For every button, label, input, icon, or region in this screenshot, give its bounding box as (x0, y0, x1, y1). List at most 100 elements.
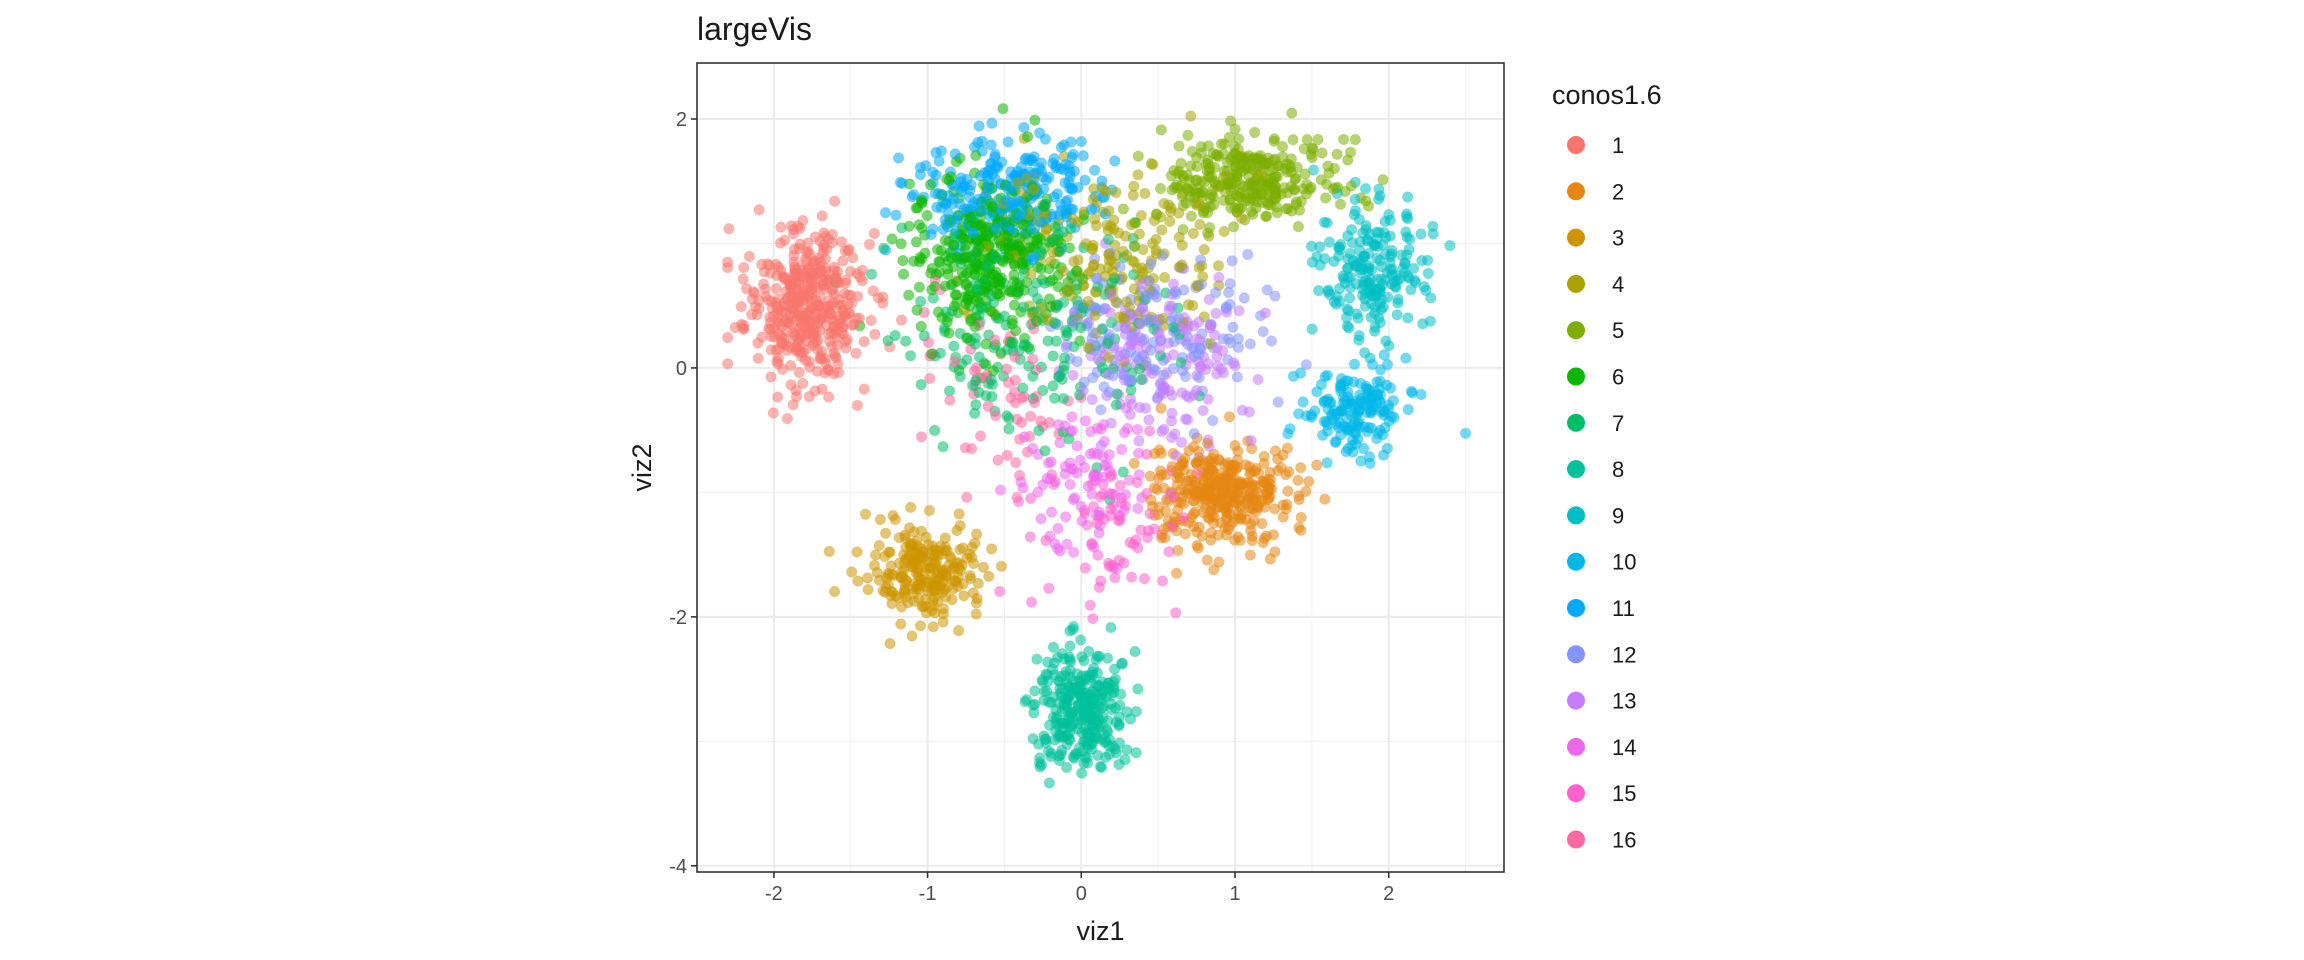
scatter-point-2 (1226, 459, 1238, 471)
scatter-point-2 (1158, 523, 1170, 535)
scatter-point-5 (1205, 189, 1218, 201)
scatter-point-14 (1066, 411, 1078, 423)
scatter-point-2 (1197, 506, 1209, 519)
scatter-point-1 (791, 284, 803, 296)
scatter-point-6 (886, 233, 898, 245)
scatter-point-5 (1272, 160, 1285, 172)
scatter-point-3 (977, 561, 990, 573)
legend-label-3: 3 (1612, 226, 1624, 251)
scatter-point-1 (770, 282, 782, 295)
x-tick-label: 0 (1076, 883, 1087, 905)
legend-label-6: 6 (1612, 365, 1624, 390)
scatter-point-2 (1183, 444, 1195, 457)
scatter-point-9 (1375, 303, 1387, 316)
scatter-point-13 (1124, 408, 1136, 421)
scatter-point-1 (858, 336, 870, 348)
scatter-point-14 (1069, 492, 1081, 504)
scatter-point-14 (1045, 456, 1057, 468)
legend-key-9 (1567, 506, 1585, 525)
scatter-point-1 (738, 261, 750, 274)
scatter-point-6 (960, 298, 972, 310)
scatter-point-6 (1030, 315, 1043, 327)
scatter-point-12 (1269, 290, 1281, 302)
scatter-point-7 (1039, 445, 1051, 457)
scatter-point-12 (1220, 301, 1233, 313)
scatter-point-1 (765, 331, 778, 343)
scatter-point-15 (1143, 425, 1156, 437)
scatter-point-9 (1345, 224, 1358, 236)
scatter-point-10 (1402, 403, 1414, 416)
scatter-point-9 (1386, 263, 1399, 275)
scatter-point-16 (922, 336, 935, 349)
scatter-point-6 (939, 280, 951, 292)
scatter-point-15 (1148, 523, 1160, 535)
scatter-point-10 (1361, 425, 1373, 438)
scatter-point-4 (1072, 254, 1084, 266)
scatter-point-10 (1316, 429, 1329, 441)
scatter-point-3 (953, 557, 966, 569)
scatter-point-6 (969, 263, 982, 275)
scatter-point-16 (1001, 449, 1014, 462)
scatter-point-13 (1135, 317, 1147, 329)
scatter-point-6 (980, 338, 992, 350)
scatter-point-11 (1011, 195, 1023, 208)
scatter-point-16 (966, 443, 978, 455)
scatter-point-8 (1060, 666, 1072, 678)
scatter-point-2 (1176, 455, 1189, 468)
scatter-point-14 (1064, 478, 1076, 491)
scatter-point-1 (820, 358, 832, 370)
scatter-point-9 (1330, 298, 1343, 310)
scatter-point-14 (1118, 426, 1131, 439)
scatter-point-3 (983, 570, 995, 582)
scatter-point-9 (1359, 347, 1371, 359)
points-layer (722, 103, 1472, 789)
scatter-point-1 (826, 228, 839, 241)
scatter-point-11 (972, 198, 984, 210)
scatter-point-1 (869, 328, 881, 340)
scatter-point-13 (1202, 393, 1214, 405)
scatter-point-15 (1119, 500, 1132, 512)
scatter-point-8 (1091, 667, 1104, 679)
scatter-point-5 (1268, 133, 1281, 145)
scatter-point-16 (915, 431, 928, 443)
scatter-point-5 (1297, 183, 1310, 195)
scatter-point-15 (1124, 536, 1136, 549)
scatter-point-5 (1377, 174, 1389, 186)
scatter-point-2 (1196, 492, 1209, 505)
scatter-point-15 (1097, 488, 1109, 500)
scatter-point-12 (1181, 338, 1194, 351)
scatter-point-5 (1312, 133, 1324, 146)
scatter-point-9 (1400, 211, 1413, 223)
scatter-point-10 (1381, 442, 1394, 454)
scatter-point-14 (1079, 415, 1092, 427)
scatter-point-2 (1205, 534, 1217, 546)
scatter-point-11 (985, 139, 997, 151)
scatter-point-9 (1344, 247, 1356, 260)
scatter-point-16 (1015, 416, 1028, 429)
scatter-point-15 (1084, 599, 1097, 611)
scatter-point-11 (896, 177, 908, 190)
scatter-point-6 (1070, 265, 1083, 277)
scatter-point-11 (914, 169, 927, 181)
scatter-point-3 (828, 585, 841, 598)
scatter-point-2 (1201, 437, 1214, 449)
scatter-point-7 (1019, 338, 1031, 350)
scatter-point-4 (1120, 296, 1133, 308)
scatter-point-11 (1085, 203, 1098, 216)
scatter-point-11 (1088, 164, 1101, 177)
scatter-point-1 (858, 383, 870, 395)
x-tick-label: -1 (919, 883, 937, 905)
scatter-point-5 (1257, 157, 1269, 169)
scatter-point-10 (1321, 457, 1333, 469)
scatter-point-13 (1092, 353, 1104, 366)
scatter-point-1 (837, 320, 849, 333)
scatter-point-4 (1147, 158, 1159, 171)
scatter-point-12 (1095, 404, 1107, 416)
scatter-point-10 (1338, 379, 1350, 392)
scatter-point-7 (1057, 392, 1070, 405)
scatter-point-8 (1059, 692, 1071, 705)
scatter-point-1 (766, 302, 778, 315)
scatter-point-15 (1106, 468, 1118, 481)
scatter-point-13 (1166, 407, 1178, 419)
scatter-point-1 (800, 284, 812, 297)
